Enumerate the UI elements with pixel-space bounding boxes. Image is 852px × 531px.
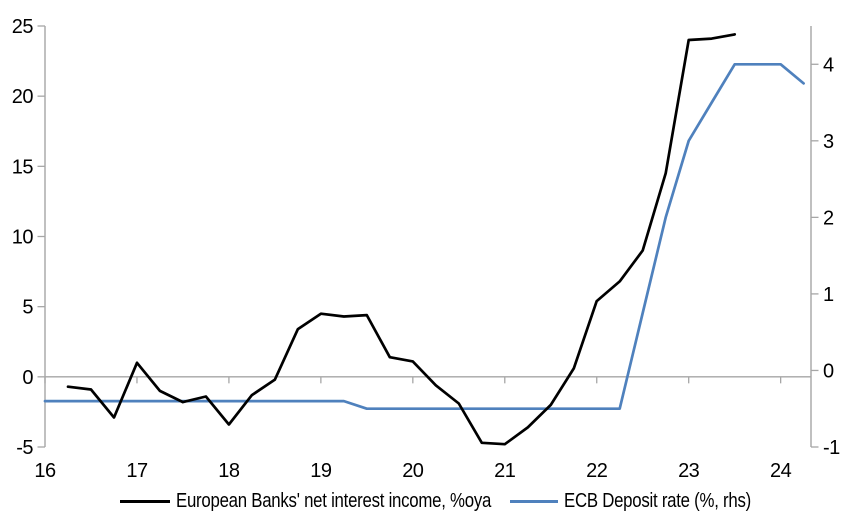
- series-line-nii: [66, 33, 737, 446]
- series-line-ecb-deposit-rate: [43, 62, 805, 411]
- x-tick-label: 24: [770, 460, 792, 482]
- right-axis-tick-label: 2: [823, 207, 834, 229]
- right-axis-tick-label: 3: [823, 131, 834, 153]
- right-axis-tick-label: 1: [823, 284, 834, 306]
- right-axis-tick-label: 4: [823, 54, 834, 76]
- x-tick-label: 16: [34, 460, 56, 482]
- left-axis-tick-label: 0: [22, 367, 33, 389]
- x-tick-label: 23: [678, 460, 700, 482]
- left-axis-tick-label: 15: [12, 156, 34, 178]
- x-tick-label: 19: [310, 460, 332, 482]
- left-axis-tick-label: 25: [12, 16, 34, 38]
- right-axis-tick-label: 0: [823, 360, 834, 382]
- x-tick-label: 21: [494, 460, 516, 482]
- left-axis-tick-label: 10: [12, 227, 34, 249]
- x-tick-label: 17: [126, 460, 148, 482]
- left-axis-tick-label: -5: [16, 437, 33, 459]
- x-tick-label: 18: [218, 460, 240, 482]
- x-tick-label: 20: [402, 460, 424, 482]
- right-axis-tick-label: -1: [823, 437, 840, 459]
- left-axis-tick-label: 5: [22, 297, 33, 319]
- x-tick-label: 22: [586, 460, 608, 482]
- left-axis-tick-label: 20: [12, 86, 34, 108]
